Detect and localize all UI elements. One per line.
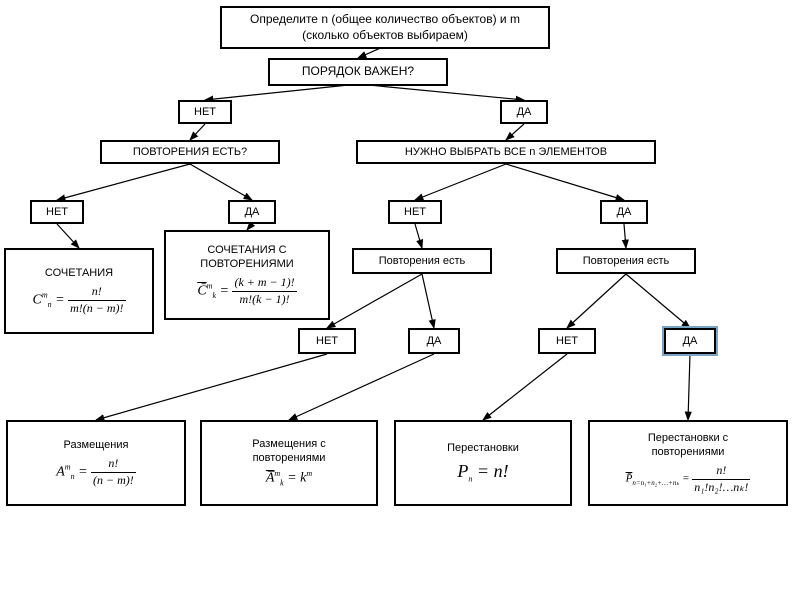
right-no-text: НЕТ xyxy=(556,334,578,348)
node-right-no: НЕТ xyxy=(538,328,596,354)
arrang-rep-title: Размещения с повторениями xyxy=(252,437,325,466)
perm-rep-title: Перестановки с повторениями xyxy=(648,431,728,460)
arrang-title: Размещения xyxy=(64,438,129,452)
node-rep-right: Повторения есть xyxy=(556,248,696,274)
node-permutations-rep: Перестановки с повторениями P̄n=n₁+n₂+…+… xyxy=(588,420,788,506)
node-order-question: ПОРЯДОК ВАЖЕН? xyxy=(268,58,448,86)
node-right-yes: ДА xyxy=(664,328,716,354)
right-yes-text: ДА xyxy=(683,334,698,348)
node-rep-mid: Повторения есть xyxy=(352,248,492,274)
node-permutations: Перестановки Pn = n! xyxy=(394,420,572,506)
rep-left-yes-text: ДА xyxy=(245,205,260,219)
node-root: Определите n (общее количество объектов)… xyxy=(220,6,550,49)
node-arrangements-rep: Размещения с повторениями A̅mk = km xyxy=(200,420,378,506)
comb-formula: Cmn = n!m!(n − m)! xyxy=(33,284,126,316)
rep-mid-text: Повторения есть xyxy=(379,254,466,268)
node-rep-left-yes: ДА xyxy=(228,200,276,224)
mid-no-text: НЕТ xyxy=(316,334,338,348)
node-mid-yes: ДА xyxy=(408,328,460,354)
node-mid-no: НЕТ xyxy=(298,328,356,354)
all-n-text: НУЖНО ВЫБРАТЬ ВСЕ n ЭЛЕМЕНТОВ xyxy=(405,145,607,159)
node-all-no: НЕТ xyxy=(388,200,442,224)
node-order-yes: ДА xyxy=(500,100,548,124)
node-rep-left-no: НЕТ xyxy=(30,200,84,224)
node-combinations-rep: СОЧЕТАНИЯ С ПОВТОРЕНИЯМИ C̄mk = (k + m −… xyxy=(164,230,330,320)
comb-rep-title: СОЧЕТАНИЯ С ПОВТОРЕНИЯМИ xyxy=(200,243,293,272)
comb-title: СОЧЕТАНИЯ xyxy=(45,266,113,280)
mid-yes-text: ДА xyxy=(427,334,442,348)
arrang-formula: Amn = n!(n − m)! xyxy=(56,456,136,488)
perm-rep-formula: P̄n=n₁+n₂+…+nₖ = n!n₁!n₂!…nₖ! xyxy=(626,463,751,495)
node-all-yes: ДА xyxy=(600,200,648,224)
comb-rep-formula: C̄mk = (k + m − 1)!m!(k − 1)! xyxy=(197,275,296,307)
all-no-text: НЕТ xyxy=(404,205,426,219)
rep-left-text: ПОВТОРЕНИЯ ЕСТЬ? xyxy=(133,145,247,159)
order-no-text: НЕТ xyxy=(194,105,216,119)
node-repetitions-left: ПОВТОРЕНИЯ ЕСТЬ? xyxy=(100,140,280,164)
perm-formula: Pn = n! xyxy=(457,460,508,485)
perm-title: Перестановки xyxy=(447,441,519,455)
node-order-no: НЕТ xyxy=(178,100,232,124)
arrang-rep-formula: A̅mk = km xyxy=(266,469,312,489)
order-text: ПОРЯДОК ВАЖЕН? xyxy=(302,64,414,80)
node-all-n: НУЖНО ВЫБРАТЬ ВСЕ n ЭЛЕМЕНТОВ xyxy=(356,140,656,164)
rep-right-text: Повторения есть xyxy=(583,254,670,268)
node-combinations: СОЧЕТАНИЯ Cmn = n!m!(n − m)! xyxy=(4,248,154,334)
root-text: Определите n (общее количество объектов)… xyxy=(230,12,540,43)
order-yes-text: ДА xyxy=(517,105,532,119)
rep-left-no-text: НЕТ xyxy=(46,205,68,219)
node-arrangements: Размещения Amn = n!(n − m)! xyxy=(6,420,186,506)
all-yes-text: ДА xyxy=(617,205,632,219)
